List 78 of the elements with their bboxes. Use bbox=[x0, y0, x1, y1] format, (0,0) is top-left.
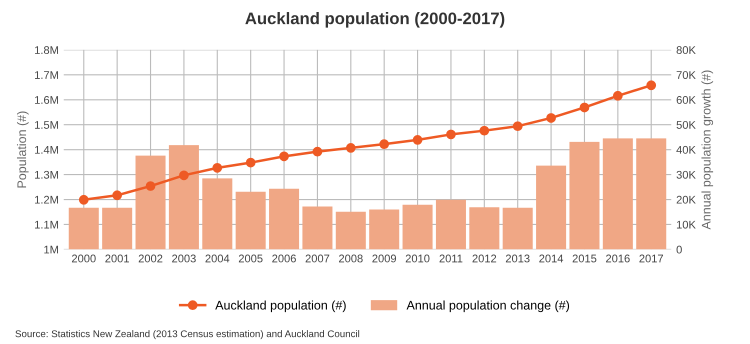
bar bbox=[68, 208, 99, 250]
point bbox=[612, 90, 623, 101]
point bbox=[112, 190, 122, 200]
bar bbox=[202, 178, 232, 250]
y-axis-title: Population (#) bbox=[16, 112, 29, 188]
y-tick-label: 1.6M bbox=[35, 96, 58, 104]
bar bbox=[469, 207, 500, 250]
x-tick-label: 2004 bbox=[205, 254, 230, 262]
x-tick-label: 2014 bbox=[539, 254, 564, 262]
y-tick-label: 1.8M bbox=[35, 46, 58, 54]
x-tick-label: 2015 bbox=[572, 254, 596, 262]
x-tick-label: 2017 bbox=[639, 254, 664, 262]
x-tick-label: 2013 bbox=[506, 254, 530, 262]
bar bbox=[136, 156, 166, 250]
legend-label: Annual population change (#) bbox=[406, 300, 570, 312]
point bbox=[78, 194, 89, 205]
y2-tick-label: 0 bbox=[676, 246, 682, 254]
bar bbox=[402, 204, 433, 250]
bar bbox=[302, 206, 332, 250]
y-tick-label: 1M bbox=[44, 246, 58, 254]
bar bbox=[269, 188, 300, 250]
bar bbox=[336, 212, 366, 250]
point bbox=[479, 126, 490, 136]
bar bbox=[502, 208, 533, 250]
x-tick-label: 2002 bbox=[138, 254, 162, 262]
y-tick-label: 1.5M bbox=[35, 121, 58, 129]
point bbox=[212, 162, 222, 173]
bar bbox=[536, 166, 566, 250]
point bbox=[646, 80, 656, 90]
point bbox=[512, 121, 523, 132]
y-tick-label: 1.2M bbox=[35, 196, 58, 204]
y2-tick-label: 10K bbox=[676, 220, 696, 229]
x-tick-label: 2005 bbox=[238, 254, 263, 262]
x-tick-label: 2012 bbox=[472, 254, 496, 262]
y2-tick-label: 50K bbox=[676, 120, 696, 129]
x-tick-label: 2008 bbox=[339, 254, 363, 262]
point bbox=[379, 139, 390, 150]
bar bbox=[602, 138, 633, 250]
y2-axis-title: Annual population growth (#) bbox=[701, 70, 714, 230]
y-tick-label: 1.3M bbox=[35, 170, 58, 179]
bar bbox=[569, 142, 600, 250]
point bbox=[412, 135, 422, 145]
y2-tick-label: 70K bbox=[676, 71, 696, 79]
y-tick-label: 1.4M bbox=[35, 146, 58, 154]
legend-label: Auckland population (#) bbox=[215, 300, 346, 312]
point bbox=[446, 130, 456, 140]
point bbox=[246, 158, 256, 168]
bar bbox=[102, 208, 132, 250]
bar bbox=[168, 145, 199, 250]
bar bbox=[636, 138, 666, 250]
point bbox=[146, 181, 156, 191]
bar bbox=[436, 200, 466, 250]
y2-tick-label: 80K bbox=[676, 46, 696, 54]
x-tick-label: 2009 bbox=[372, 254, 396, 262]
source-note: Source: Statistics New Zealand (2013 Census estimation) and Auckland Council bbox=[15, 330, 360, 340]
x-tick-label: 2003 bbox=[172, 254, 196, 262]
x-tick-label: 2010 bbox=[406, 254, 430, 262]
point bbox=[179, 170, 189, 180]
x-tick-label: 2000 bbox=[72, 254, 96, 262]
x-tick-label: 2016 bbox=[606, 254, 630, 262]
y2-tick-label: 40K bbox=[676, 146, 696, 154]
y2-tick-label: 60K bbox=[676, 96, 696, 104]
point bbox=[546, 113, 556, 123]
point bbox=[279, 152, 289, 162]
point bbox=[346, 143, 356, 153]
chart-title: Auckland population (2000-2017) bbox=[245, 12, 504, 28]
x-tick-label: 2001 bbox=[105, 254, 129, 262]
x-tick-label: 2007 bbox=[306, 254, 330, 262]
y2-tick-label: 20K bbox=[676, 196, 696, 204]
bar bbox=[236, 192, 266, 250]
y-tick-label: 1.1M bbox=[35, 220, 58, 228]
y2-tick-label: 30K bbox=[676, 170, 696, 179]
y-tick-label: 1.7M bbox=[35, 71, 58, 79]
x-tick-label: 2006 bbox=[272, 254, 296, 262]
point bbox=[312, 146, 322, 156]
bar bbox=[369, 209, 400, 250]
x-tick-label: 2011 bbox=[440, 254, 462, 262]
point bbox=[580, 102, 590, 112]
